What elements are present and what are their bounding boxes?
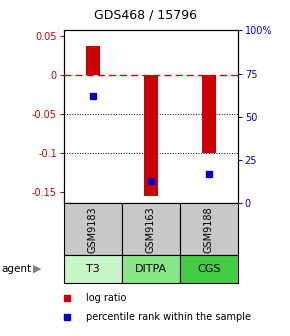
Text: GSM9183: GSM9183 (88, 206, 98, 253)
Bar (202, 75, 216, 153)
Text: GDS468 / 15796: GDS468 / 15796 (93, 8, 197, 22)
Text: percentile rank within the sample: percentile rank within the sample (86, 311, 251, 322)
Text: DITPA: DITPA (135, 264, 167, 274)
Text: agent: agent (1, 264, 32, 274)
Text: CGS: CGS (197, 264, 221, 274)
Text: log ratio: log ratio (86, 293, 126, 303)
Bar (86, 46, 100, 75)
Text: T3: T3 (86, 264, 100, 274)
Text: GSM9163: GSM9163 (146, 206, 156, 253)
Text: ▶: ▶ (33, 264, 42, 274)
Text: GSM9188: GSM9188 (204, 206, 214, 253)
Bar (144, 75, 158, 196)
